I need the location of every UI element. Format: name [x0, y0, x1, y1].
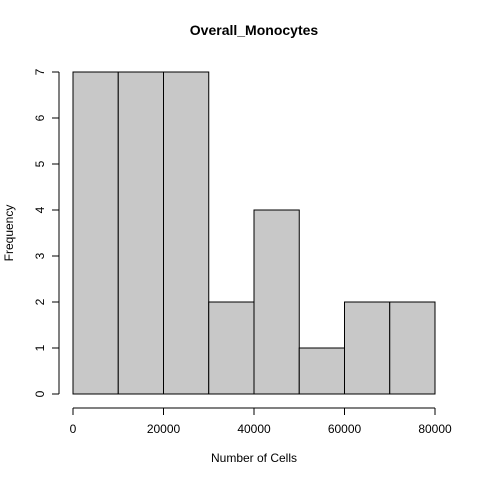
x-axis: 0 20000 40000 60000 80000: [70, 407, 452, 436]
histogram-bar: [389, 301, 436, 395]
chart-title: Overall_Monocytes: [190, 22, 319, 38]
y-tick-label: 3: [33, 252, 47, 259]
y-tick-label: 5: [33, 160, 47, 167]
histogram-bar: [72, 71, 119, 395]
x-tick-label: 0: [70, 422, 77, 436]
y-tick-label: 1: [33, 344, 47, 351]
histogram-bar: [117, 71, 164, 395]
y-tick-label: 6: [33, 114, 47, 121]
y-tick-label: 4: [33, 206, 47, 213]
y-tick-label: 2: [33, 298, 47, 305]
y-axis-label: Frequency: [2, 205, 16, 262]
histogram-bar: [208, 301, 255, 395]
x-tick-label: 80000: [418, 422, 452, 436]
x-tick-label: 60000: [328, 422, 362, 436]
histogram-bar: [298, 347, 345, 395]
histogram-bars: [72, 71, 436, 395]
histogram-bar: [344, 301, 391, 395]
y-tick-label: 0: [33, 390, 47, 397]
histogram-bar: [163, 71, 210, 395]
histogram-bar: [253, 209, 300, 395]
y-tick-label: 7: [33, 68, 47, 75]
x-axis-label: Number of Cells: [211, 451, 297, 465]
x-tick-label: 20000: [147, 422, 181, 436]
y-axis: 0 1 2 3 4 5 6 7: [33, 68, 60, 397]
x-tick-label: 40000: [237, 422, 271, 436]
